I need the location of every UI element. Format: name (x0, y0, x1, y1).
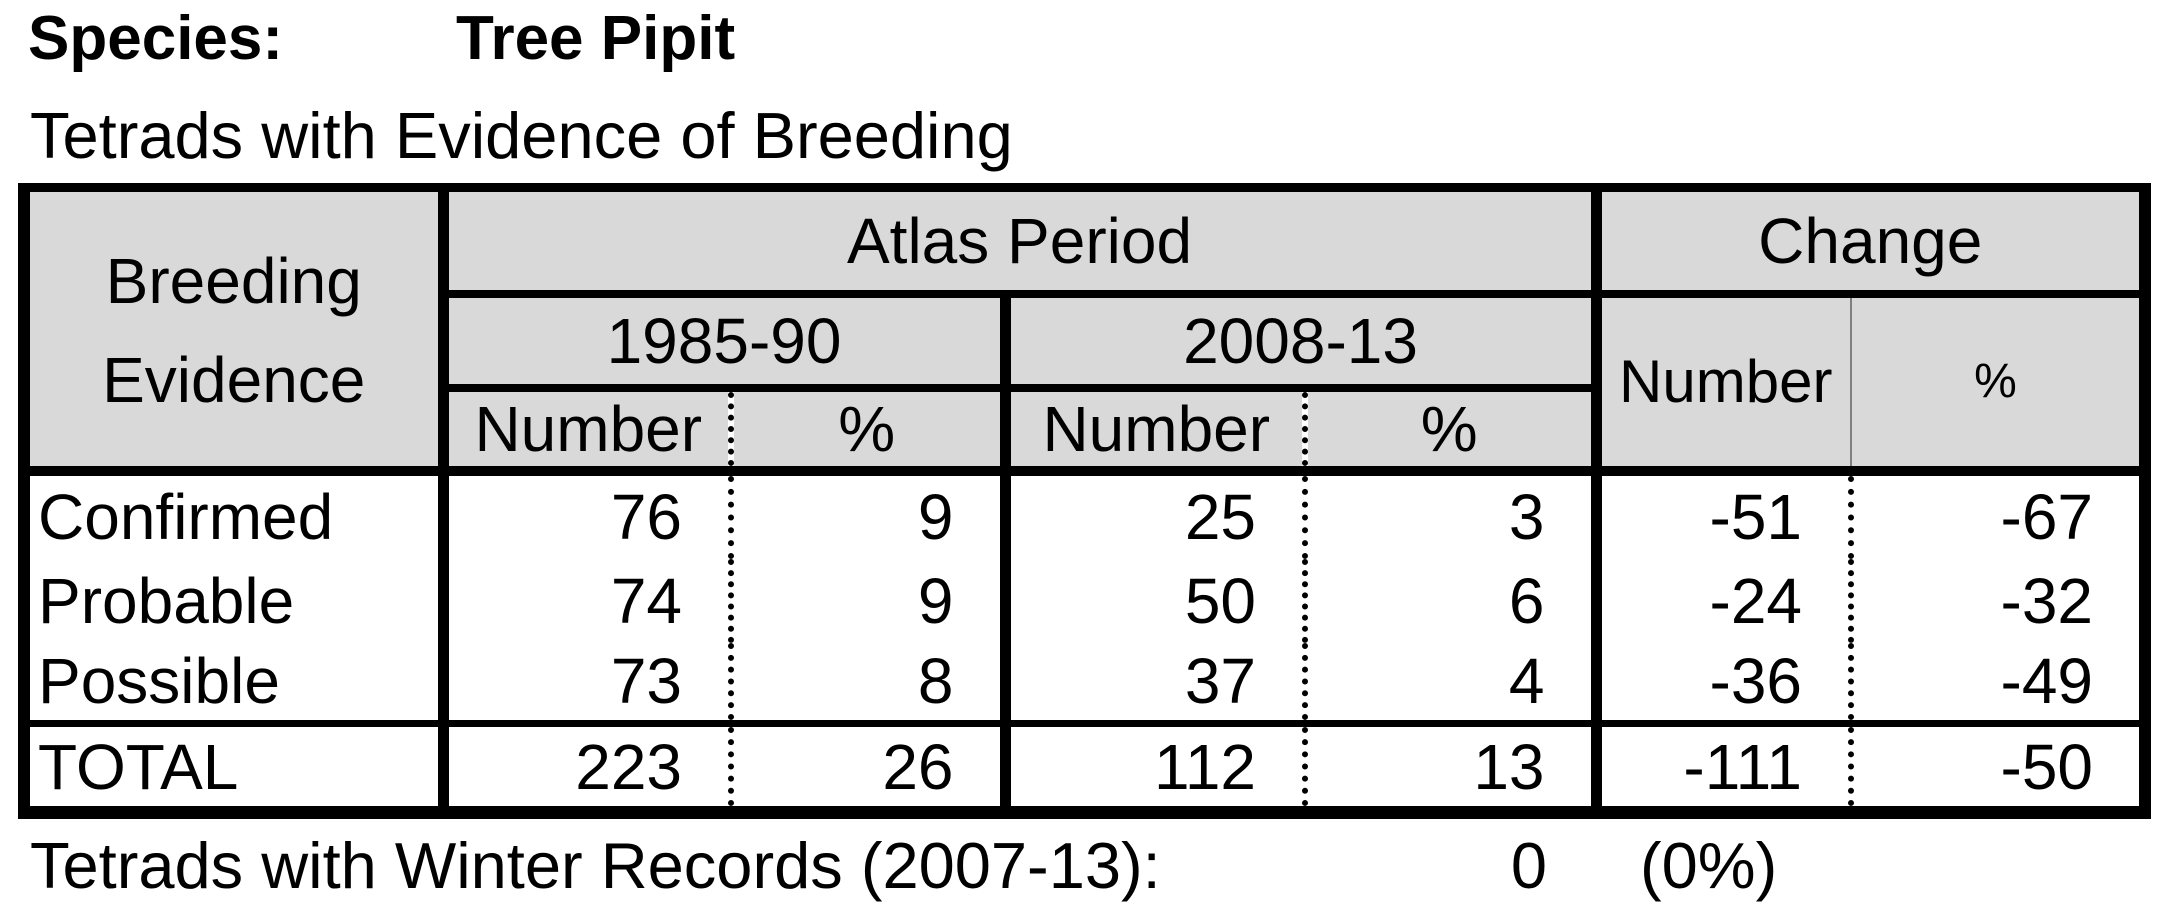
p2-percent-header: % (1302, 383, 1596, 471)
change-percent-header-label: % (1974, 355, 2017, 408)
confirmed-p2-number: 25 (999, 465, 1305, 559)
row-label-probable: Probable (38, 564, 295, 637)
row-label-confirmed: Confirmed (24, 465, 443, 559)
table-row-confirmed: Confirmed 76 9 25 3 -51 -67 (24, 465, 2145, 559)
p1-percent-header: % (728, 383, 1005, 471)
row-label-total: TOTAL (24, 720, 443, 813)
corner-header-breeding-evidence: Breeding Evidence (24, 187, 443, 471)
probable-change-percent: -32 (1848, 558, 2145, 643)
atlas-period-group-header: Atlas Period (437, 187, 1596, 294)
p1-number-header: Number (437, 383, 731, 471)
possible-change-number: -36 (1590, 642, 1851, 724)
change-group-header: Change (1590, 187, 2145, 294)
confirmed-change-percent: -67 (1848, 465, 2145, 559)
probable-p2-number: 50 (999, 558, 1305, 643)
possible-p2-number: 37 (999, 642, 1305, 724)
period-1985-90-header: 1985-90 (437, 289, 1005, 388)
breeding-evidence-table: Breeding Evidence Atlas Period Change 19… (18, 183, 2151, 819)
possible-p1-number: 73 (437, 642, 731, 724)
winter-records-label: Tetrads with Winter Records (2007-13): (30, 829, 1161, 902)
possible-change-percent: -49 (1848, 642, 2145, 724)
total-p2-percent: 13 (1302, 720, 1596, 813)
change-number-header-label: Number (1619, 348, 1833, 415)
possible-p2-percent: 4 (1302, 642, 1596, 724)
table-row-possible: Possible 73 8 37 4 -36 -49 (24, 642, 2145, 724)
p2-number-header: Number (999, 383, 1305, 471)
corner-header-line2: Evidence (102, 343, 366, 416)
confirmed-change-number: -51 (1590, 465, 1851, 559)
probable-change-number: -24 (1590, 558, 1851, 643)
corner-header-line1: Breeding (105, 244, 362, 317)
probable-p1-percent: 9 (728, 558, 1005, 643)
winter-records-percent: (0%) (1640, 829, 1778, 902)
probable-p2-percent: 6 (1302, 558, 1596, 643)
species-name: Tree Pipit (456, 4, 736, 73)
table-row-total: TOTAL 223 26 112 13 -111 -50 (24, 720, 2145, 813)
winter-records-count: 0 (1510, 829, 1547, 902)
change-number-header: Number (1590, 289, 1851, 471)
winter-records-footer: Tetrads with Winter Records (2007-13): 0… (0, 828, 2158, 904)
total-change-percent: -50 (1848, 720, 2145, 813)
table-row-probable: Probable 74 9 50 6 -24 -32 (24, 558, 2145, 643)
confirmed-p1-percent: 9 (728, 465, 1005, 559)
species-label: Species: (28, 4, 284, 73)
row-label-possible: Possible (38, 645, 280, 718)
change-percent-header: % (1850, 289, 2145, 471)
probable-p1-number: 74 (437, 558, 731, 643)
total-p1-number: 223 (437, 720, 731, 813)
confirmed-p1-number: 76 (437, 465, 731, 559)
possible-p1-percent: 8 (728, 642, 1005, 724)
total-change-number: -111 (1590, 720, 1851, 813)
period-2008-13-header: 2008-13 (999, 289, 1596, 388)
table-subtitle: Tetrads with Evidence of Breeding (30, 99, 1013, 172)
total-p2-number: 112 (999, 720, 1305, 813)
total-p1-percent: 26 (728, 720, 1005, 813)
confirmed-p2-percent: 3 (1302, 465, 1596, 559)
species-title-row: Species: Tree Pipit (0, 0, 2158, 78)
